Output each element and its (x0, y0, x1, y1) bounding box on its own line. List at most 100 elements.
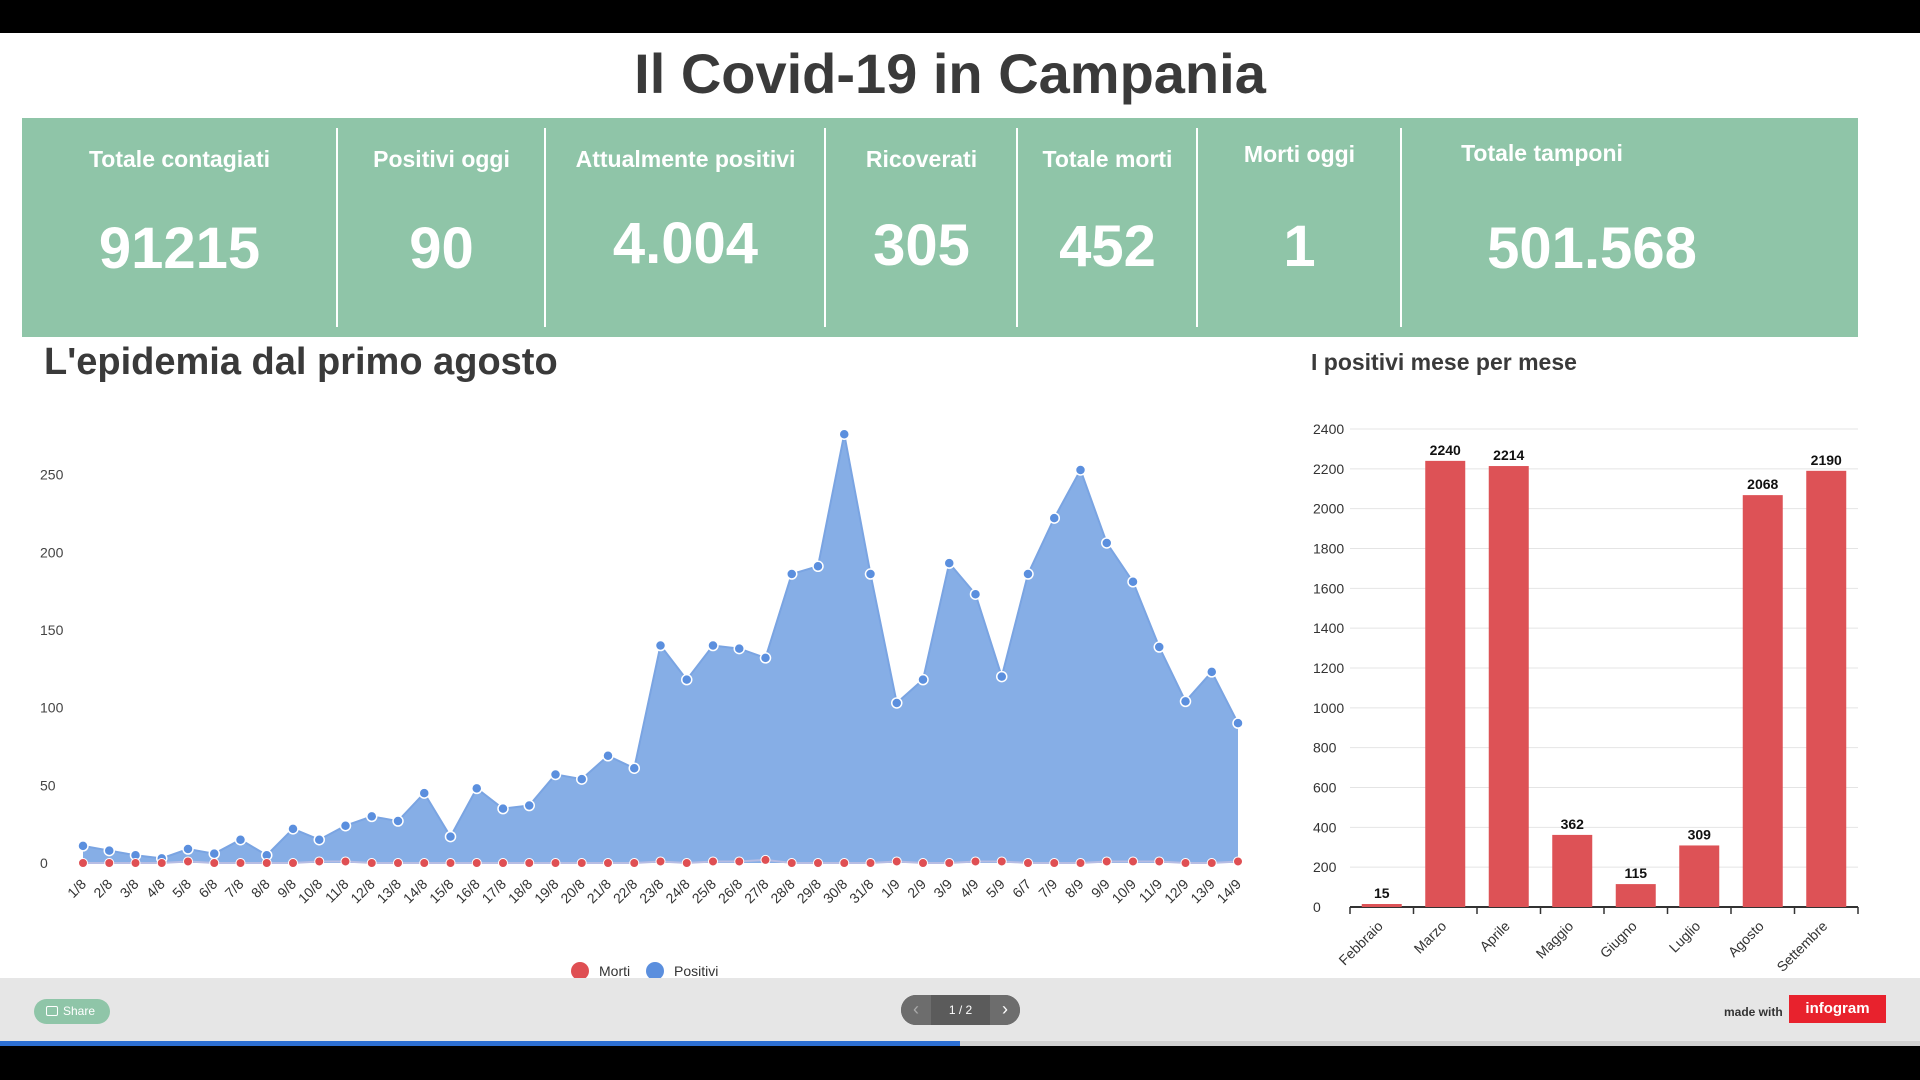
x-tick-label: 14/9 (1214, 876, 1245, 907)
x-tick-label: 1/8 (64, 876, 89, 901)
stat-label: Morti oggi (1243, 141, 1356, 167)
positivi-point (77, 840, 89, 852)
x-tick-label: 30/8 (820, 876, 851, 907)
next-page-button[interactable]: › (990, 995, 1020, 1025)
y-tick-label: 1800 (1313, 541, 1344, 557)
positivi-point (812, 560, 824, 573)
positivi-point (996, 670, 1008, 683)
stat-positivi-oggi: Positivi oggi 90 (338, 118, 545, 337)
share-label: Share (63, 1004, 96, 1018)
stat-totale-tamponi: Totale tamponi 501.568 (1402, 118, 1782, 337)
morti-point (576, 858, 587, 868)
bar-aprile (1488, 466, 1529, 907)
morti-point (393, 858, 403, 868)
stat-value: 501.568 (1487, 216, 1697, 281)
y-tick-label: 0 (40, 855, 48, 871)
morti-point (156, 858, 167, 868)
stat-morti-oggi: Morti oggi 1 (1198, 118, 1401, 337)
bar-value-label: 115 (1624, 865, 1647, 881)
x-tick-label: 21/8 (584, 876, 615, 907)
positivi-point (1153, 641, 1165, 653)
morti-point (891, 856, 902, 867)
morti-point (104, 858, 115, 868)
stat-label: Totale morti (1042, 146, 1173, 172)
morti-point (603, 858, 613, 868)
bar-giugno (1615, 884, 1656, 907)
morti-point (1154, 856, 1165, 867)
stat-label: Positivi oggi (373, 146, 510, 172)
y-tick-label: 100 (40, 700, 64, 716)
line-chart-title: L'epidemia dal primo agosto (44, 341, 558, 383)
morti-point (918, 858, 928, 868)
morti-point (209, 858, 220, 868)
x-tick-label: 10/8 (295, 876, 326, 907)
x-tick-label: 18/8 (505, 876, 536, 907)
morti-point (340, 856, 351, 867)
x-tick-label: Aprile (1476, 918, 1513, 955)
morti-point (786, 858, 797, 868)
y-tick-label: 2200 (1313, 461, 1344, 477)
x-tick-label: 5/8 (169, 876, 194, 901)
positivi-point (864, 568, 877, 580)
stat-divider (544, 128, 546, 327)
stat-divider (824, 128, 826, 327)
positivi-point (654, 639, 667, 652)
positivi-point (707, 639, 719, 652)
stats-panel: Totale contagiati 91215 Positivi oggi 90… (22, 118, 1858, 337)
x-tick-label: 25/8 (689, 876, 720, 907)
x-tick-label: 7/9 (1035, 876, 1060, 901)
bar-value-label: 2190 (1811, 452, 1842, 468)
positivi-point (733, 642, 745, 655)
legend-positivi-marker (646, 962, 664, 978)
morti-point (1180, 858, 1191, 868)
x-tick-label: 28/8 (767, 876, 798, 907)
bar-marzo (1425, 460, 1466, 907)
stat-value: 91215 (98, 216, 261, 281)
footer-bar: Share ‹ 1 / 2 › made with infogram (0, 978, 1920, 1041)
morti-point (655, 856, 666, 867)
stat-value: 305 (873, 213, 970, 278)
legend-positivi-label: Positivi (674, 963, 718, 978)
bar-value-label: 309 (1688, 826, 1712, 842)
stat-label: Totale contagiati (88, 146, 271, 172)
morti-point (183, 856, 193, 867)
infogram-logo[interactable]: infogram (1789, 995, 1886, 1023)
y-tick-label: 2400 (1313, 421, 1344, 437)
bar-maggio (1552, 834, 1593, 907)
morti-point (498, 858, 508, 868)
x-tick-label: Settembre (1773, 918, 1830, 975)
morti-point (314, 856, 325, 867)
positivi-point (838, 428, 850, 440)
positivi-point (1022, 568, 1034, 580)
previous-page-button[interactable]: ‹ (901, 995, 931, 1025)
positivi-point (313, 833, 325, 846)
morti-point (1206, 858, 1217, 868)
share-button[interactable]: Share (34, 999, 110, 1024)
positivi-point (628, 762, 640, 774)
morti-point (550, 858, 561, 868)
morti-point (78, 858, 88, 868)
y-tick-label: 250 (40, 467, 64, 483)
positivi-point (969, 588, 982, 600)
morti-point (288, 858, 298, 868)
x-tick-label: 13/8 (374, 876, 405, 907)
y-tick-label: 150 (40, 622, 64, 638)
morti-point (996, 856, 1007, 867)
x-tick-label: Marzo (1411, 918, 1450, 957)
x-tick-label: 16/8 (452, 876, 483, 907)
x-tick-label: 29/8 (794, 876, 825, 907)
x-tick-label: 5/9 (983, 876, 1008, 901)
positivi-point (1048, 512, 1060, 524)
bar-agosto (1742, 495, 1783, 907)
stat-value: 452 (1059, 214, 1156, 279)
positivi-point (681, 673, 693, 686)
chevron-left-icon: ‹ (913, 999, 919, 1019)
stat-label: Ricoverati (865, 146, 978, 172)
x-tick-label: 6/8 (195, 876, 220, 901)
y-tick-label: 1000 (1313, 700, 1344, 716)
morti-point (524, 858, 535, 868)
x-tick-label: Luglio (1666, 918, 1704, 956)
x-tick-label: 12/9 (1161, 876, 1192, 907)
positivi-point (917, 673, 929, 686)
